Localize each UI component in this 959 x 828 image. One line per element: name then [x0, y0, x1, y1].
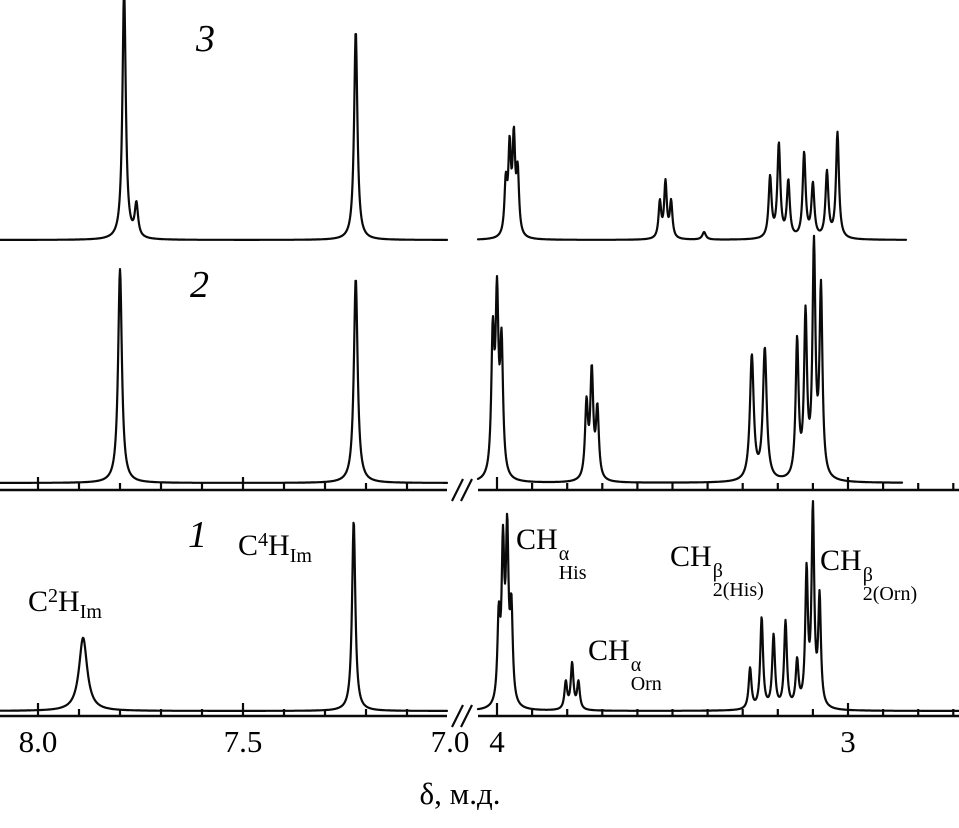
element-symbol: C	[28, 585, 49, 618]
element-symbol: H	[58, 585, 80, 618]
superscript: β	[862, 564, 873, 586]
subscript: 2(His)	[712, 579, 764, 601]
superscript: 2	[48, 585, 59, 607]
spectrum-label-1: 1	[188, 514, 207, 556]
x-tick-label-3: 3	[840, 724, 856, 759]
superscript: 4	[258, 529, 269, 551]
stacked-scripts: α Orn	[630, 654, 662, 695]
peak-label-ch-alpha-his: CH α His	[516, 524, 586, 583]
x-axis-title: δ, м.д.	[419, 776, 501, 811]
x-tick-label-7-5: 7.5	[223, 724, 263, 759]
element-symbol: H	[268, 529, 290, 562]
element-symbol: C	[238, 529, 259, 562]
subscript: Im	[79, 601, 102, 623]
superscript: α	[630, 654, 642, 676]
superscript: α	[558, 543, 570, 565]
peak-label-ch-beta-orn: CH β 2(Orn)	[820, 545, 917, 604]
superscript: β	[712, 560, 723, 582]
stacked-scripts: β 2(His)	[712, 560, 764, 601]
spectrum-label-3: 3	[196, 18, 215, 60]
spectrum-label-2: 2	[190, 264, 209, 306]
subscript: 2(Orn)	[862, 583, 918, 605]
group-symbol: CH	[820, 544, 862, 577]
stacked-scripts: α His	[558, 543, 587, 584]
peak-label-ch-alpha-orn: CH α Orn	[588, 635, 662, 694]
x-tick-label-4: 4	[489, 724, 505, 759]
peak-label-c4h-im: C4HIm	[238, 529, 312, 566]
peak-label-ch-beta-his: CH β 2(His)	[670, 541, 764, 600]
peak-label-c2h-im: C2HIm	[28, 585, 102, 622]
group-symbol: CH	[670, 540, 712, 573]
group-symbol: CH	[588, 634, 630, 667]
stacked-scripts: β 2(Orn)	[862, 564, 918, 605]
group-symbol: CH	[516, 523, 558, 556]
subscript: Im	[289, 545, 312, 567]
x-tick-label-8-0: 8.0	[18, 724, 58, 759]
subscript: His	[558, 562, 587, 584]
subscript: Orn	[630, 673, 662, 695]
x-tick-label-7-0: 7.0	[430, 724, 470, 759]
